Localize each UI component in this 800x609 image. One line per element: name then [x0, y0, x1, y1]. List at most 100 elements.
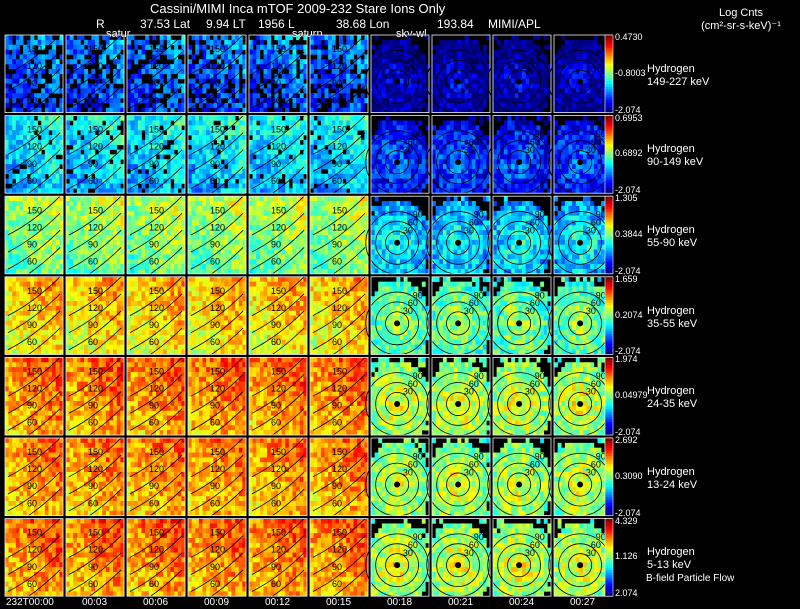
heatmap-cell	[12, 64, 17, 70]
heatmap-cell	[292, 64, 297, 70]
heatmap-cell	[450, 164, 455, 170]
heatmap-cell	[163, 83, 168, 89]
heatmap-cell	[292, 54, 297, 60]
heatmap-cell	[357, 159, 362, 165]
heatmap-cell	[464, 78, 469, 84]
heatmap-cell	[450, 39, 455, 45]
heatmap-cell	[572, 154, 577, 160]
heatmap-cell	[156, 49, 160, 55]
heatmap-cell	[76, 188, 81, 194]
heatmap-cell	[575, 125, 580, 131]
saturn-marker	[577, 159, 584, 166]
heatmap-cell	[206, 39, 211, 45]
heatmap-cell	[84, 93, 89, 99]
heatmap-cell	[400, 59, 404, 65]
heatmap-cell	[41, 54, 46, 60]
heatmap-cell	[73, 107, 78, 113]
heatmap-cell	[461, 154, 465, 160]
heatmap-cell	[374, 188, 379, 194]
heatmap-cell	[274, 64, 279, 70]
heatmap-cell	[310, 64, 314, 70]
heatmap-cell	[586, 78, 591, 84]
heatmap-cell	[220, 102, 225, 109]
heatmap-cell	[220, 83, 225, 89]
heatmap-cell	[529, 93, 534, 99]
heatmap-cell	[313, 125, 318, 131]
heatmap-cell	[590, 168, 595, 175]
colorbar-step	[605, 151, 613, 155]
heatmap-cell	[281, 59, 286, 65]
heatmap-cell	[48, 183, 53, 189]
contour-label: 150	[149, 125, 164, 135]
heatmap-cell	[374, 139, 379, 145]
heatmap-cell	[163, 135, 168, 141]
heatmap-cell	[23, 83, 28, 89]
heatmap-cell	[55, 120, 60, 126]
heatmap-cell	[557, 139, 562, 145]
heatmap-cell	[249, 102, 253, 109]
heatmap-cell	[52, 220, 57, 226]
heatmap-cell	[453, 188, 458, 194]
heatmap-cell	[288, 88, 293, 94]
heatmap-cell	[296, 144, 301, 150]
heatmap-cell	[453, 54, 458, 60]
heatmap-cell	[324, 39, 329, 45]
heatmap-cell	[288, 144, 293, 150]
heatmap-cell	[407, 49, 412, 55]
heatmap-cell	[579, 98, 584, 104]
heatmap-cell	[98, 259, 103, 265]
heatmap-cell	[102, 83, 107, 89]
heatmap-cell	[26, 102, 31, 109]
heatmap-cell	[202, 49, 207, 55]
heatmap-cell	[23, 44, 28, 50]
heatmap-cell	[44, 264, 49, 270]
heatmap-cell	[346, 102, 351, 109]
heatmap-cell	[342, 135, 347, 141]
heatmap-cell	[442, 164, 447, 170]
heatmap-cell	[76, 239, 81, 245]
heatmap-cell	[23, 88, 28, 94]
heatmap-cell	[403, 98, 408, 104]
contour-label: 60	[88, 176, 98, 186]
heatmap-cell	[217, 102, 221, 109]
heatmap-cell	[471, 178, 476, 184]
heatmap-cell	[288, 68, 293, 75]
heatmap-cell	[217, 88, 221, 94]
heatmap-cell	[561, 44, 566, 50]
heatmap-cell	[514, 107, 519, 113]
heatmap-cell	[586, 102, 591, 109]
contour-label: 150	[271, 125, 286, 135]
heatmap-cell	[357, 98, 362, 104]
heatmap-cell	[371, 164, 375, 170]
colorbar-step	[605, 99, 613, 103]
heatmap-cell	[252, 139, 257, 145]
heatmap-cell	[583, 54, 587, 60]
heatmap-cell	[543, 88, 548, 94]
heatmap-cell	[195, 83, 200, 89]
heatmap-cell	[256, 115, 261, 121]
heatmap-cell	[288, 64, 293, 70]
heatmap-cell	[44, 120, 49, 126]
heatmap-cell	[518, 39, 523, 45]
heatmap-cell	[209, 39, 214, 45]
heatmap-cell	[342, 49, 347, 55]
heatmap-cell	[102, 35, 107, 41]
heatmap-cell	[540, 88, 545, 94]
heatmap-cell	[554, 93, 558, 99]
heatmap-cell	[91, 88, 96, 94]
heatmap-cell	[116, 44, 121, 50]
heatmap-cell	[209, 54, 214, 60]
heatmap-cell	[389, 73, 394, 79]
heatmap-cell	[209, 64, 214, 70]
heatmap-cell	[174, 164, 179, 170]
contour-line	[68, 68, 122, 109]
heatmap-cell	[191, 125, 196, 131]
heatmap-cell	[220, 173, 225, 179]
heatmap-cell	[102, 215, 107, 221]
heatmap-cell	[134, 159, 139, 165]
heatmap-cell	[482, 159, 487, 165]
heatmap-cell	[259, 188, 264, 194]
heatmap-cell	[299, 59, 304, 65]
heatmap-cell	[522, 39, 526, 45]
heatmap-cell	[335, 64, 340, 70]
